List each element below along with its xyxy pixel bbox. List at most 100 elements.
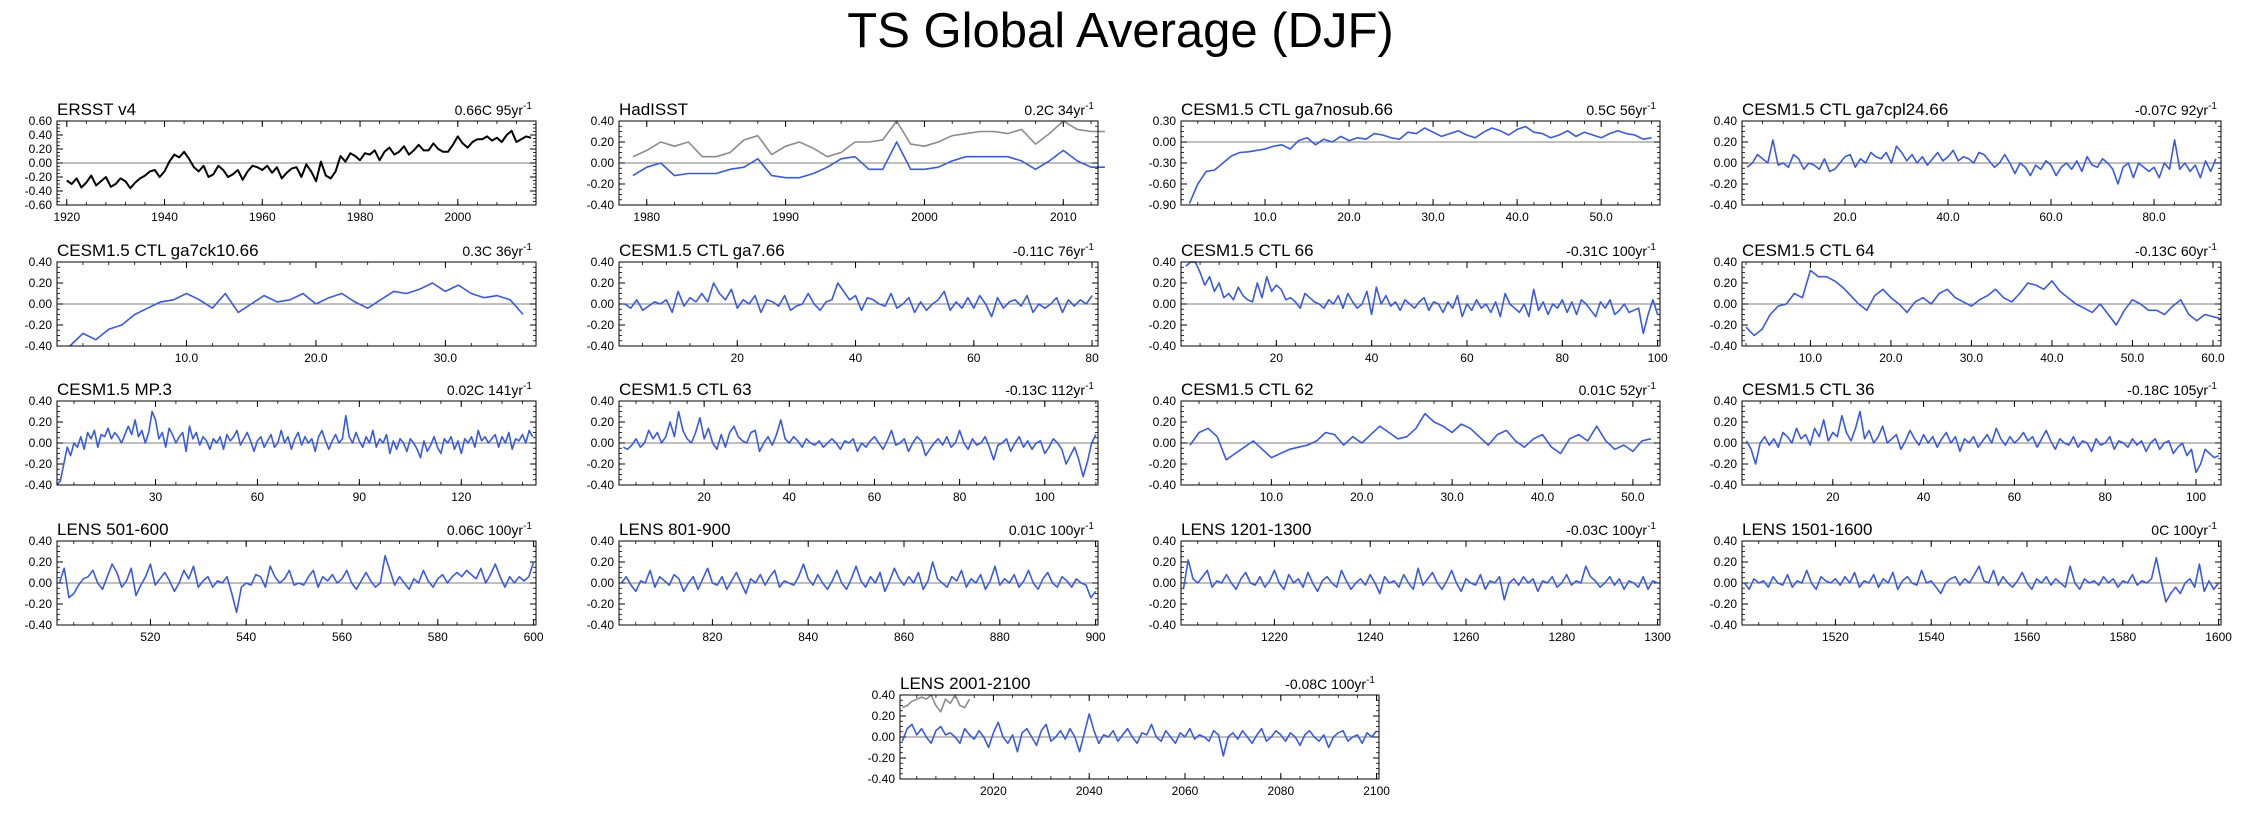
y-tick-label: 0.40 xyxy=(591,255,615,269)
x-tick-label: 100 xyxy=(1648,351,1668,365)
panel-trend-stat: 0.06C 100yr-1 xyxy=(447,521,533,538)
x-tick-label: 20.0 xyxy=(1337,210,1361,224)
y-tick-label: 0.20 xyxy=(1153,276,1177,290)
y-tick-label: 0.40 xyxy=(591,534,615,548)
y-tick-label: 0.20 xyxy=(29,276,53,290)
chart-main-title: TS Global Average (DJF) xyxy=(847,4,1394,58)
y-tick-label: 0.60 xyxy=(29,114,53,128)
panel-10: CESM1.5 CTL 63 -0.13C 112yr-1 0.40 0.20 0.00… xyxy=(587,380,1099,504)
y-tick-label: 0.20 xyxy=(29,142,53,156)
x-tick-label: 40.0 xyxy=(1936,210,1960,224)
panel-7: CESM1.5 CTL 66 -0.31C 100yr-1 0.40 0.20 0.00… xyxy=(1149,241,1668,365)
model-series-line xyxy=(69,282,524,347)
x-tick-label: 580 xyxy=(428,630,448,644)
model-series-line xyxy=(1746,139,2217,185)
x-tick-label: 30.0 xyxy=(434,351,458,365)
x-tick-label: 1220 xyxy=(1261,630,1288,644)
y-tick-label: 0.00 xyxy=(591,297,615,311)
x-tick-label: 80 xyxy=(953,490,967,504)
plot-frame xyxy=(1180,120,1661,206)
panel-8: CESM1.5 CTL 64 -0.13C 60yr-1 0.40 0.20 0.00 -… xyxy=(1710,241,2225,365)
x-tick-label: 1580 xyxy=(2109,630,2136,644)
plot-frame xyxy=(618,540,1099,626)
y-tick-label: -0.20 xyxy=(1710,597,1738,611)
y-tick-label: -0.60 xyxy=(25,198,53,212)
x-tick-label: 60 xyxy=(1460,351,1474,365)
y-tick-label: 0.20 xyxy=(1153,555,1177,569)
model-series-line xyxy=(1743,556,2220,603)
panel-4: CESM1.5 CTL ga7cpl24.66 -0.07C 92yr-1 0.40… xyxy=(1710,100,2222,224)
y-tick-label: -0.40 xyxy=(1710,618,1738,632)
x-tick-label: 20.0 xyxy=(1879,351,1903,365)
panel-trend-stat: -0.07C 92yr-1 xyxy=(2135,101,2217,118)
panel-title: CESM1.5 MP.3 xyxy=(57,380,172,399)
y-tick-label: -0.40 xyxy=(1710,339,1738,353)
panel-15: LENS 1201-1300 -0.03C 100yr-1 0.40 0.20 0.00… xyxy=(1149,520,1672,644)
x-tick-label: 120 xyxy=(451,490,471,504)
x-tick-label: 40 xyxy=(1365,351,1379,365)
panel-trend-stat: -0.11C 76yr-1 xyxy=(1013,242,1094,259)
plot-frame xyxy=(618,261,1099,347)
x-tick-label: 30 xyxy=(149,490,163,504)
panel-13: LENS 501-600 0.06C 100yr-1 0.40 0.20 0.00 -0.… xyxy=(25,520,544,644)
y-tick-label: 0.20 xyxy=(872,709,896,723)
x-tick-label: 1920 xyxy=(53,210,80,224)
plot-frame xyxy=(1180,540,1661,626)
y-tick-label: 0.30 xyxy=(1153,114,1177,128)
plot-frame xyxy=(1741,540,2222,626)
x-tick-label: 100 xyxy=(1035,490,1055,504)
y-tick-label: 0.20 xyxy=(1714,415,1738,429)
y-tick-label: -0.20 xyxy=(1710,177,1738,191)
y-tick-label: 0.00 xyxy=(1153,436,1177,450)
x-tick-label: 30.0 xyxy=(1960,351,1984,365)
panel-trend-stat: 0.5C 56yr-1 xyxy=(1586,101,1656,118)
panel-trend-stat: -0.13C 60yr-1 xyxy=(2135,242,2217,259)
plot-frame xyxy=(56,120,537,206)
y-tick-label: -0.20 xyxy=(587,457,615,471)
ghost-series-line xyxy=(902,694,971,713)
panel-trend-stat: 0.01C 100yr-1 xyxy=(1009,521,1095,538)
y-tick-label: -0.30 xyxy=(1149,156,1177,170)
x-tick-label: 20.0 xyxy=(1350,490,1374,504)
plot-frame xyxy=(1741,400,2222,486)
panel-11: CESM1.5 CTL 62 0.01C 52yr-1 0.40 0.20 0.00 -0… xyxy=(1149,380,1661,504)
x-tick-label: 1240 xyxy=(1357,630,1384,644)
x-tick-label: 600 xyxy=(524,630,544,644)
x-tick-label: 50.0 xyxy=(2121,351,2145,365)
model-series-line xyxy=(1182,559,1658,601)
panel-trend-stat: -0.18C 105yr-1 xyxy=(2127,381,2217,398)
y-tick-label: 0.40 xyxy=(29,534,53,548)
panel-title: CESM1.5 CTL ga7.66 xyxy=(619,241,785,260)
x-tick-label: 840 xyxy=(798,630,818,644)
y-tick-label: 0.00 xyxy=(1153,297,1177,311)
x-tick-label: 1960 xyxy=(249,210,276,224)
panel-title: LENS 2001-2100 xyxy=(900,674,1030,693)
panel-5: CESM1.5 CTL ga7ck10.66 0.3C 36yr-1 0.40 0.2… xyxy=(25,241,537,365)
y-tick-label: -0.20 xyxy=(587,597,615,611)
x-tick-label: 560 xyxy=(332,630,352,644)
model-series-line xyxy=(1185,261,1659,335)
x-tick-label: 1980 xyxy=(633,210,660,224)
panel-9: CESM1.5 MP.3 0.02C 141yr-1 0.40 0.20 0.00 -0.… xyxy=(25,380,537,504)
y-tick-label: -0.20 xyxy=(868,751,896,765)
x-tick-label: 40.0 xyxy=(1505,210,1529,224)
x-tick-label: 60 xyxy=(868,490,882,504)
y-tick-label: -0.40 xyxy=(25,184,53,198)
x-tick-label: 1260 xyxy=(1453,630,1480,644)
x-tick-label: 100 xyxy=(2186,490,2206,504)
y-tick-label: -0.40 xyxy=(1149,339,1177,353)
y-tick-label: -0.40 xyxy=(1710,478,1738,492)
y-tick-label: 0.20 xyxy=(29,415,53,429)
y-tick-label: -0.20 xyxy=(1149,457,1177,471)
plot-frame xyxy=(1741,120,2222,206)
y-tick-label: 0.40 xyxy=(29,255,53,269)
y-tick-label: 0.20 xyxy=(591,276,615,290)
x-tick-label: 60.0 xyxy=(2039,210,2063,224)
x-tick-label: 860 xyxy=(894,630,914,644)
model-series-line xyxy=(620,561,1097,599)
x-tick-label: 1520 xyxy=(1822,630,1849,644)
panel-17: LENS 2001-2100 -0.08C 100yr-1 0.40 0.20 0.00… xyxy=(868,674,1391,798)
x-tick-label: 60 xyxy=(967,351,981,365)
x-tick-label: 80 xyxy=(1085,351,1099,365)
